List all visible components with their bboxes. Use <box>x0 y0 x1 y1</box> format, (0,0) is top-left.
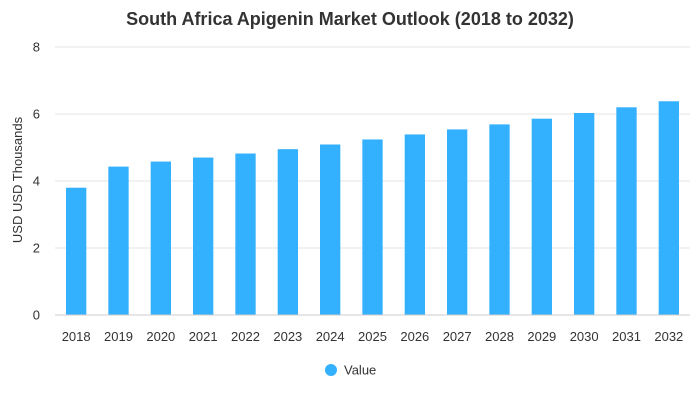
bar-2027 <box>447 129 468 315</box>
y-tick-label: 8 <box>33 40 40 55</box>
bar-2021 <box>193 157 214 315</box>
bar-2018 <box>66 187 87 315</box>
x-tick-label: 2023 <box>273 329 302 344</box>
x-tick-label: 2022 <box>231 329 260 344</box>
x-tick-label: 2031 <box>612 329 641 344</box>
x-tick-label: 2027 <box>443 329 472 344</box>
bar-2019 <box>108 166 129 315</box>
bar-2028 <box>489 124 510 315</box>
x-tick-label: 2018 <box>62 329 91 344</box>
x-tick-label: 2032 <box>654 329 683 344</box>
y-axis-title: USD USD Thousands <box>10 116 25 243</box>
bar-2026 <box>404 134 425 315</box>
x-tick-label: 2024 <box>316 329 345 344</box>
x-tick-label: 2020 <box>146 329 175 344</box>
legend-label: Value <box>344 363 376 378</box>
y-tick-label: 6 <box>33 107 40 122</box>
x-tick-label: 2025 <box>358 329 387 344</box>
bar-2032 <box>658 101 679 316</box>
y-axis-ticks: 0 2 4 6 8 <box>33 40 40 323</box>
bar-2023 <box>277 149 298 315</box>
x-axis-ticks: 2018 2019 2020 2021 2022 2023 2024 2025 2026 2027… <box>62 329 684 344</box>
y-tick-label: 4 <box>33 174 40 189</box>
bar-2022 <box>235 153 256 315</box>
x-tick-label: 2019 <box>104 329 133 344</box>
y-tick-label: 2 <box>33 241 40 256</box>
legend-swatch <box>325 364 337 376</box>
bar-2020 <box>150 161 171 315</box>
chart-title: South Africa Apigenin Market Outlook (20… <box>126 9 574 29</box>
x-tick-label: 2029 <box>527 329 556 344</box>
bar-2030 <box>574 112 595 316</box>
x-tick-label: 2026 <box>400 329 429 344</box>
bars <box>66 101 679 316</box>
bar-2025 <box>362 139 383 315</box>
bar-2029 <box>531 118 552 315</box>
x-tick-label: 2028 <box>485 329 514 344</box>
y-tick-label: 0 <box>33 308 40 323</box>
legend: Value <box>325 363 376 378</box>
bar-2024 <box>320 144 341 315</box>
bar-2031 <box>616 107 637 315</box>
x-tick-label: 2030 <box>570 329 599 344</box>
x-tick-label: 2021 <box>189 329 218 344</box>
